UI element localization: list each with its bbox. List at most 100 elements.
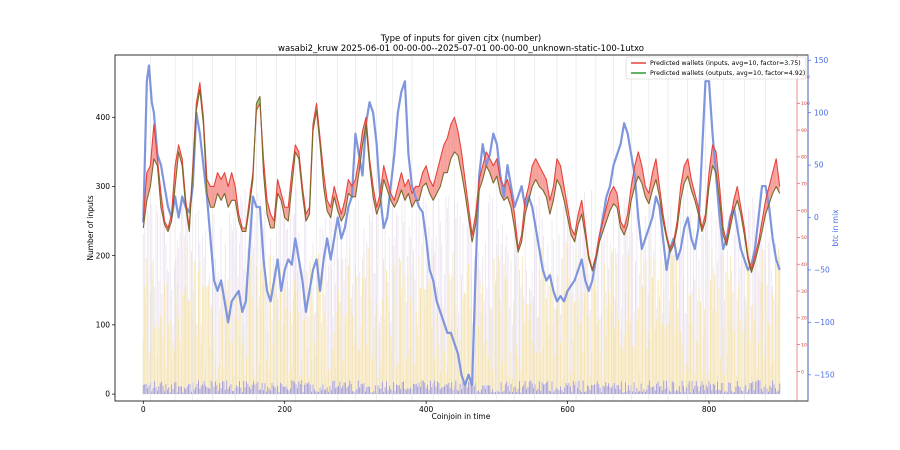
- y-tick-label: 400: [96, 113, 111, 122]
- difference-band: [496, 158, 501, 194]
- difference-band: [772, 158, 777, 194]
- chart-title: Type of inputs for given cjtx (number): [380, 34, 542, 44]
- difference-band: [511, 193, 515, 228]
- y3-tick-label: 100: [801, 101, 810, 107]
- x-tick-label: 200: [278, 405, 293, 414]
- difference-band: [242, 228, 246, 232]
- difference-band: [620, 221, 625, 235]
- difference-band: [305, 207, 310, 222]
- difference-band: [549, 186, 554, 215]
- difference-band: [532, 158, 536, 187]
- difference-band: [528, 165, 533, 201]
- legend: Predicted wallets (inputs, avg=10, facto…: [625, 56, 807, 80]
- y-tick-label: 100: [96, 320, 111, 329]
- y-tick-label: 300: [96, 182, 111, 191]
- y3-tick-label: 10: [801, 342, 807, 348]
- difference-fills: [143, 82, 780, 273]
- legend-label-outputs: Predicted wallets (outputs, avg=10, fact…: [650, 70, 805, 77]
- y2-tick-label: −100: [814, 318, 835, 327]
- difference-band: [419, 172, 423, 201]
- y3-tick-label: 30: [801, 289, 807, 295]
- difference-band: [507, 179, 511, 208]
- y-tick-label: 0: [105, 390, 110, 399]
- difference-band: [638, 151, 642, 184]
- y-axis-ticks: 0 100 200 300 400: [96, 113, 115, 399]
- difference-band: [217, 172, 222, 201]
- y3-tick-label: 90: [801, 128, 807, 134]
- difference-band: [284, 207, 289, 222]
- difference-band: [560, 165, 565, 201]
- difference-band: [613, 186, 618, 208]
- difference-band: [344, 179, 349, 215]
- y2-tick-label: 0: [814, 213, 819, 222]
- x-tick-label: 0: [141, 405, 146, 414]
- difference-band: [535, 158, 540, 187]
- difference-band: [454, 117, 458, 156]
- y3-tick-label: 80: [801, 155, 807, 161]
- difference-band: [270, 214, 275, 228]
- difference-band: [436, 158, 441, 194]
- difference-band: [546, 179, 550, 215]
- difference-band: [348, 179, 352, 197]
- chart-subtitle: wasabi2_kruw 2025-06-01 00-00-00--2025-0…: [278, 44, 644, 54]
- difference-band: [433, 172, 437, 201]
- difference-band: [652, 158, 656, 190]
- difference-band: [390, 193, 395, 208]
- difference-band: [457, 131, 462, 173]
- difference-band: [450, 117, 455, 159]
- difference-band: [228, 172, 232, 208]
- difference-band: [146, 165, 151, 201]
- difference-band: [401, 172, 405, 201]
- series-line-btc-in-mix: [142, 64, 781, 387]
- difference-band: [267, 200, 271, 228]
- y-tick-label: 200: [96, 251, 111, 260]
- y3-tick-label: 70: [801, 182, 807, 188]
- difference-band: [680, 165, 685, 201]
- difference-band: [224, 172, 229, 208]
- y3-tick-label: 0: [801, 369, 804, 375]
- y3-tick-label: 20: [801, 316, 807, 322]
- series-line-outputs: [142, 89, 781, 273]
- difference-band: [397, 172, 402, 201]
- y2-tick-label: −150: [814, 370, 835, 379]
- difference-band: [733, 186, 738, 211]
- y-axis-label: Number of inputs: [86, 195, 95, 260]
- series-line-inputs: [142, 82, 781, 271]
- y2-tick-label: 100: [814, 108, 829, 117]
- legend-label-inputs: Predicted wallets (inputs, avg=10, facto…: [650, 60, 801, 67]
- y2-axis-ticks: −150 −100 −50 0 50 100 150: [807, 55, 835, 401]
- y2-tick-label: 50: [814, 161, 824, 170]
- y3-tick-label: 40: [801, 262, 807, 268]
- difference-band: [383, 165, 388, 190]
- difference-band: [231, 172, 236, 201]
- x-axis-ticks: 0 200 400 600 800: [141, 401, 716, 414]
- y3-tick-label: 50: [801, 235, 807, 241]
- x-tick-label: 600: [560, 405, 575, 414]
- difference-band: [571, 228, 575, 242]
- difference-band: [221, 172, 225, 201]
- difference-band: [206, 179, 211, 208]
- x-tick-label: 800: [702, 405, 717, 414]
- difference-band: [214, 172, 218, 208]
- difference-band: [602, 207, 607, 232]
- difference-band: [479, 165, 483, 190]
- difference-band: [556, 158, 561, 187]
- difference-band: [426, 165, 430, 194]
- difference-band: [606, 193, 610, 222]
- difference-band: [443, 138, 448, 173]
- x-axis-label: Coinjoin in time: [432, 412, 491, 421]
- difference-band: [408, 179, 412, 208]
- difference-band: [645, 186, 649, 204]
- legend-box: [625, 56, 807, 80]
- y2-tick-label: 150: [814, 56, 829, 65]
- difference-band: [334, 186, 338, 211]
- y2-axis-label: btc in mix: [831, 209, 840, 247]
- difference-band: [327, 200, 331, 218]
- series-lines: [142, 64, 781, 387]
- difference-band: [295, 144, 299, 159]
- y3-tick-label: 60: [801, 208, 807, 214]
- x-grid: [150, 55, 766, 401]
- difference-band: [210, 186, 214, 208]
